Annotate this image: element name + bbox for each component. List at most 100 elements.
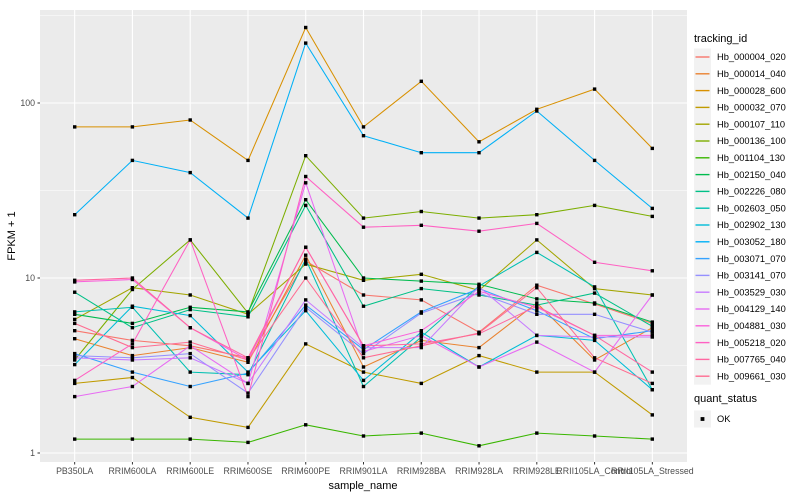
point-Hb_003071_070 (535, 309, 539, 313)
point-Hb_004129_140 (361, 349, 366, 354)
x-tick-label: RRII105LA_Control (556, 466, 632, 476)
x-tick-label: RRIM600LA (108, 466, 156, 476)
point-Hb_003141_070 (246, 391, 250, 395)
legend-label-Hb_003141_070: Hb_003141_070 (717, 271, 786, 281)
point-Hb_002150_040 (130, 321, 135, 326)
point-Hb_000107_110 (188, 293, 192, 297)
x-tick-label: RRIM928LA (455, 466, 503, 476)
point-Hb_009661_030 (130, 345, 135, 350)
point-Hb_009661_030 (361, 356, 366, 360)
legend-label-Hb_007765_040: Hb_007765_040 (717, 355, 786, 365)
point-Hb_002902_130 (650, 388, 654, 392)
point-Hb_001104_130 (73, 437, 77, 441)
point-Hb_000107_110 (419, 272, 423, 276)
point-Hb_002226_080 (592, 291, 597, 295)
point-Hb_003529_030 (73, 356, 77, 360)
point-Hb_002603_050 (188, 370, 192, 374)
point-Hb_000014_040 (246, 360, 250, 364)
point-Hb_003141_070 (477, 291, 481, 295)
point-Hb_003052_180 (477, 151, 481, 155)
x-tick-label: PB350LA (56, 466, 93, 476)
x-tick-label: RRII105LA_Stressed (611, 466, 694, 476)
point-Hb_000136_100 (304, 154, 308, 158)
point-Hb_000136_100 (592, 203, 597, 208)
x-tick-label: RRIM928LE (513, 466, 561, 476)
point-Hb_009661_030 (188, 340, 192, 344)
point-Hb_003052_180 (592, 158, 597, 163)
major-gridlines (40, 10, 687, 462)
point-Hb_000032_070 (246, 425, 250, 430)
legend-quant-status-items: OK (694, 410, 731, 428)
legend-label-Hb_002902_130: Hb_002902_130 (717, 220, 786, 230)
point-Hb_000032_070 (650, 413, 654, 417)
legend-label-Hb_004881_030: Hb_004881_030 (717, 321, 786, 331)
point-Hb_000032_070 (535, 370, 539, 374)
point-Hb_002603_050 (535, 250, 539, 255)
point-Hb_000136_100 (419, 209, 423, 214)
point-Hb_003071_070 (130, 370, 135, 374)
legend-label-Hb_000014_040: Hb_000014_040 (717, 69, 786, 79)
y-tick-label: 10 (25, 273, 35, 283)
point-Hb_007765_040 (361, 344, 366, 348)
point-Hb_002902_130 (73, 362, 77, 367)
point-Hb_007765_040 (188, 326, 192, 330)
x-tick-label: RRIM928BA (397, 466, 446, 476)
point-Hb_000004_020 (130, 338, 135, 343)
point-Hb_000136_100 (130, 287, 135, 292)
point-Hb_009661_030 (535, 286, 539, 290)
point-Hb_004881_030 (477, 289, 481, 293)
x-tick-label: RRIM600SE (224, 466, 273, 476)
point-Hb_000107_110 (361, 278, 366, 282)
point-Hb_004129_140 (130, 384, 135, 389)
point-Hb_004129_140 (650, 293, 654, 297)
point-Hb_003141_070 (130, 356, 135, 360)
point-Hb_000136_100 (73, 358, 77, 362)
point-Hb_007765_040 (73, 278, 77, 282)
point-Hb_005218_020 (650, 269, 654, 273)
legend-label-Hb_003071_070: Hb_003071_070 (717, 254, 786, 264)
legend-label-Hb_000004_020: Hb_000004_020 (717, 52, 786, 62)
legend-key-point (700, 417, 705, 421)
point-Hb_004881_030 (419, 329, 423, 333)
point-Hb_002226_080 (130, 326, 135, 330)
point-Hb_000028_600 (304, 25, 308, 30)
point-Hb_003071_070 (361, 347, 366, 352)
legend-label-quant-status: OK (717, 414, 731, 424)
point-Hb_007765_040 (650, 370, 654, 374)
point-Hb_000004_020 (73, 329, 77, 333)
point-Hb_002603_050 (361, 384, 366, 389)
point-Hb_002150_040 (188, 305, 192, 309)
point-Hb_000032_070 (130, 375, 135, 380)
x-axis-title: sample_name (328, 480, 397, 492)
legend-title-quant-status: quant_status (694, 393, 757, 405)
point-Hb_000136_100 (361, 216, 366, 220)
point-Hb_005218_020 (73, 378, 77, 383)
point-Hb_003141_070 (361, 351, 366, 356)
point-Hb_009661_030 (592, 356, 597, 360)
point-Hb_003071_070 (304, 303, 308, 307)
point-Hb_009661_030 (477, 331, 481, 335)
point-Hb_004129_140 (188, 344, 192, 348)
point-Hb_003141_070 (419, 311, 423, 315)
point-Hb_005218_020 (535, 221, 539, 226)
point-Hb_004129_140 (304, 181, 308, 185)
point-Hb_000014_040 (304, 253, 308, 257)
point-Hb_002150_040 (535, 297, 539, 301)
point-Hb_000014_040 (73, 337, 77, 341)
point-Hb_002902_130 (304, 309, 308, 313)
point-Hb_000028_600 (419, 79, 423, 83)
point-Hb_003052_180 (535, 109, 539, 113)
point-Hb_001104_130 (592, 434, 597, 438)
point-Hb_004129_140 (73, 394, 77, 399)
point-Hb_000014_040 (188, 345, 192, 350)
axis-tick-marks (37, 102, 653, 465)
legend-label-Hb_000136_100: Hb_000136_100 (717, 136, 786, 146)
point-Hb_000004_020 (419, 298, 423, 302)
point-Hb_003529_030 (535, 333, 539, 338)
point-Hb_000004_020 (361, 293, 366, 297)
point-Hb_000107_110 (535, 238, 539, 242)
point-Hb_001104_130 (188, 437, 192, 441)
point-Hb_003141_070 (535, 312, 539, 316)
data-points (73, 25, 654, 448)
